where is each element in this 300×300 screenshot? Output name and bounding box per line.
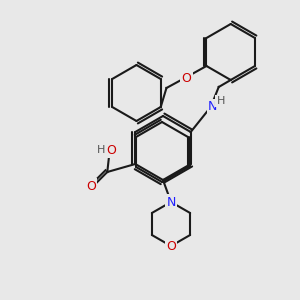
Text: H: H [97,145,106,155]
Text: O: O [86,179,96,193]
Text: O: O [166,239,176,253]
Text: N: N [166,196,176,208]
Text: H: H [217,96,225,106]
Text: N: N [208,100,218,113]
Text: O: O [106,143,116,157]
Text: O: O [182,71,191,85]
